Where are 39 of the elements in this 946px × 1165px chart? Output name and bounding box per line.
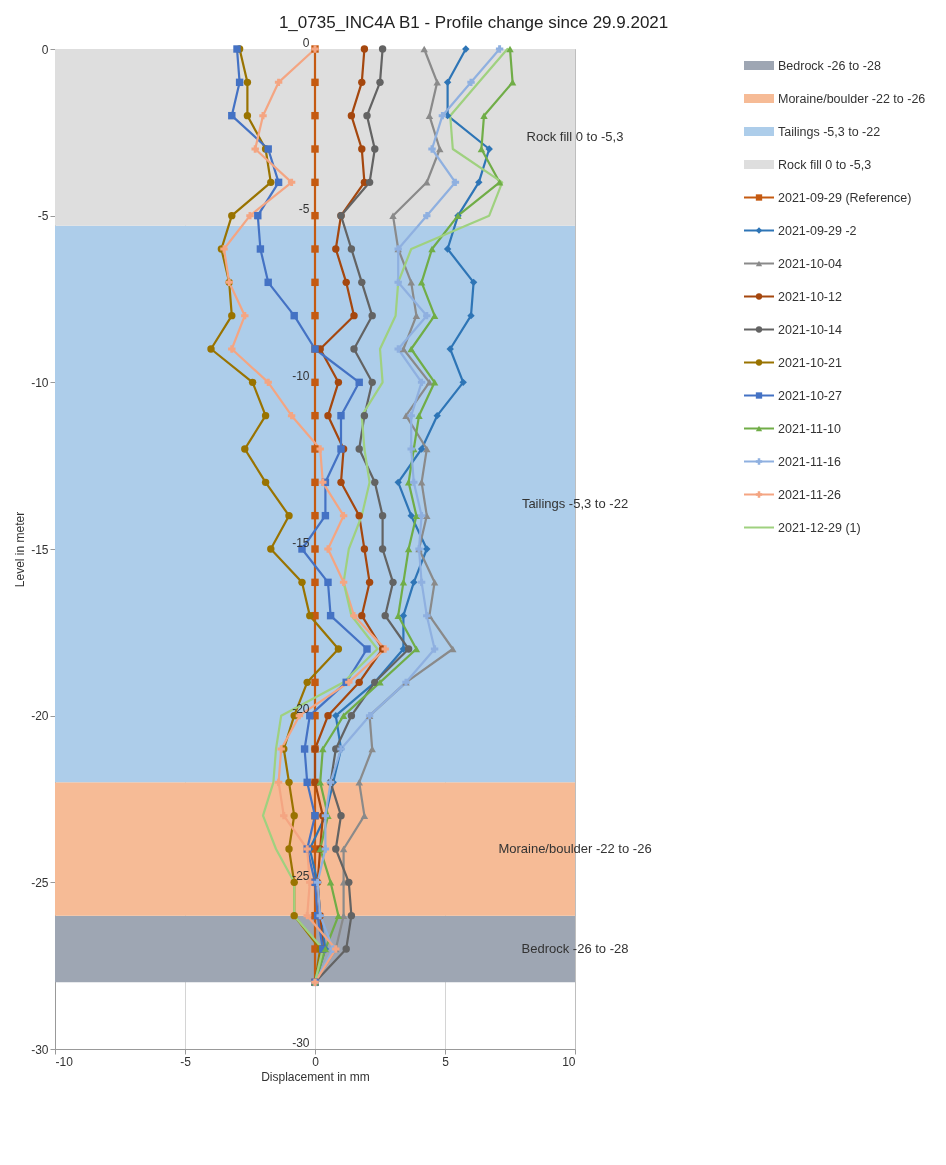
y-tick-label: -20 <box>31 709 49 724</box>
band-label: Rock fill 0 to -5,3 <box>526 129 624 145</box>
text: Moraine/boulder -22 to -26 <box>778 91 926 106</box>
y-tick-label: -10 <box>31 375 49 390</box>
x-tick-label: 10 <box>562 1054 576 1069</box>
band-label: Bedrock -26 to -28 <box>521 941 629 956</box>
y2-tick-label: -5 <box>298 202 310 217</box>
legend-label: 2021-10-21 <box>778 355 842 370</box>
legend-label: 2021-09-29 (Reference) <box>778 190 912 205</box>
y2-tick-label: -20 <box>292 702 310 717</box>
x-tick-label: -5 <box>180 1054 192 1069</box>
text: Tailings -5,3 to -22 <box>778 124 881 139</box>
legend-label: 2021-11-10 <box>778 421 842 436</box>
y-tick-label: -5 <box>37 209 49 224</box>
text: Rock fill 0 to -5,3 <box>778 157 872 172</box>
legend-label: 2021-11-26 <box>778 487 842 502</box>
x-tick-label: -10 <box>55 1054 74 1069</box>
y-axis-title: Level in meter <box>13 511 28 588</box>
y2-tick-label: -10 <box>292 368 310 383</box>
y2-tick-label: -30 <box>292 1035 310 1050</box>
x-tick-label: 0 <box>312 1054 320 1069</box>
band-label: Tailings -5,3 to -22 <box>521 496 629 511</box>
x-axis-title: Displacement in mm <box>261 1069 370 1084</box>
legend-label: 2021-11-16 <box>778 454 842 469</box>
y-tick-label: 0 <box>41 42 49 57</box>
y-tick-label: -15 <box>31 542 49 557</box>
y2-tick-label: 0 <box>302 35 310 50</box>
text: Bedrock -26 to -28 <box>778 58 881 73</box>
x-tick-label: 5 <box>442 1054 450 1069</box>
legend-label: 2021-09-29 -2 <box>778 223 857 238</box>
legend-label: 2021-10-27 <box>778 388 842 403</box>
chart-title: 1_0735_INC4A B1 - Profile change since 29.9.2021 <box>278 12 669 32</box>
legend-label: 2021-12-29 (1) <box>778 520 861 535</box>
legend-label: 2021-10-14 <box>778 322 842 337</box>
legend-label: 2021-10-12 <box>778 289 842 304</box>
y-tick-label: -30 <box>31 1042 49 1057</box>
legend-label: 2021-10-04 <box>778 256 842 271</box>
band-label: Moraine/boulder -22 to -26 <box>498 841 652 856</box>
y-tick-label: -25 <box>31 875 49 890</box>
